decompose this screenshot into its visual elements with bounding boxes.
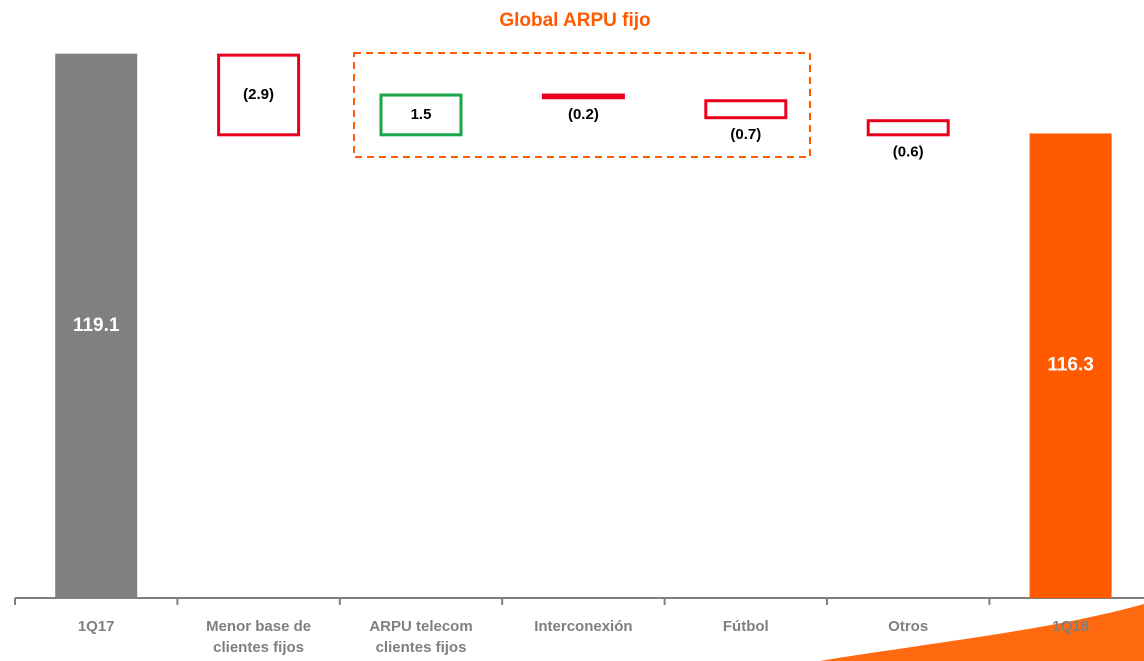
value-label: 119.1 <box>73 315 120 336</box>
bar <box>55 53 138 598</box>
bar <box>704 99 788 120</box>
value-label: 116.3 <box>1047 355 1094 376</box>
x-tick-label: Interconexión <box>534 618 633 635</box>
value-label: 1.5 <box>411 106 432 123</box>
x-tick-label: Fútbol <box>722 618 769 635</box>
value-label: (0.6) <box>893 143 924 160</box>
bar <box>541 93 625 100</box>
x-tick-label: 1Q18 <box>1052 618 1089 635</box>
value-label: (0.2) <box>568 106 599 123</box>
value-label: (2.9) <box>243 86 274 103</box>
bar <box>379 93 463 137</box>
bar <box>1029 133 1112 598</box>
bar <box>866 119 950 137</box>
bar <box>217 53 301 137</box>
decor-swoosh <box>820 604 1144 661</box>
x-tick-label: ARPU telecom clientes fijos <box>369 618 473 656</box>
x-tick-label: 1Q17 <box>77 618 115 635</box>
group-box <box>353 52 811 158</box>
x-tick-label: Otros <box>888 618 929 635</box>
x-tick-label: Menor base de clientes fijos <box>206 618 312 656</box>
chart-title: Global ARPU fijo <box>499 10 650 31</box>
value-label: (0.7) <box>730 126 761 143</box>
